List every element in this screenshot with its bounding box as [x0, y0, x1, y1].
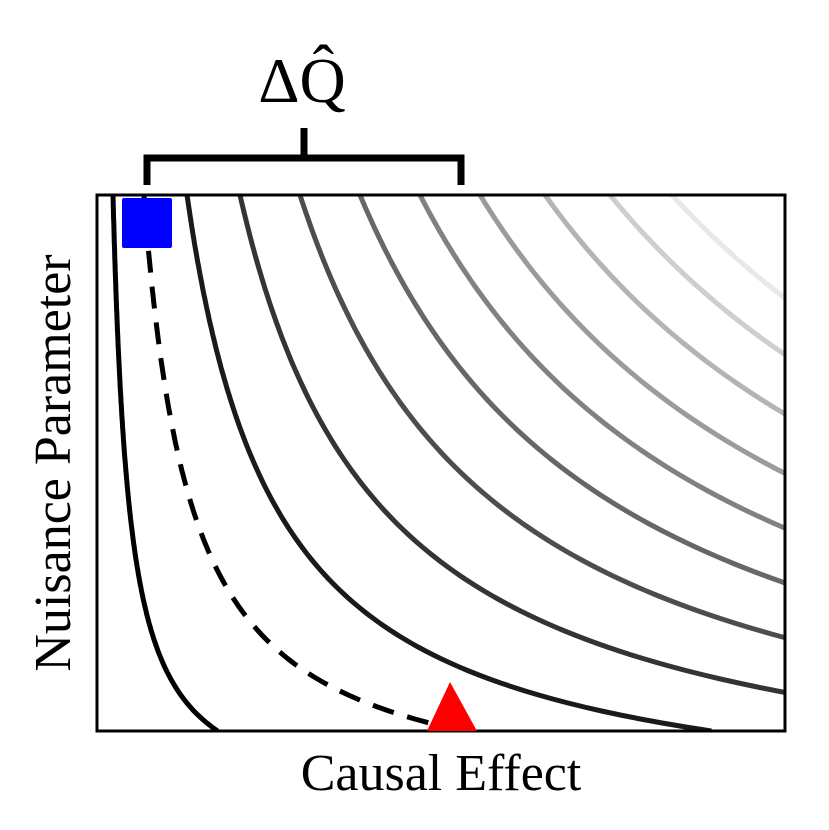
path-line — [141, 195, 464, 731]
contour-line — [237, 195, 785, 695]
start-marker — [122, 198, 172, 248]
contour-line — [417, 195, 785, 531]
bracket — [143, 128, 465, 185]
contour-line — [357, 195, 785, 586]
contour-line — [184, 195, 712, 731]
title: ΔQ̂ — [258, 44, 345, 116]
contour-line — [541, 195, 785, 417]
contour-line — [606, 195, 785, 358]
x-axis-label: Causal Effect — [301, 745, 582, 802]
y-axis-label: Nuisance Parameter — [25, 254, 82, 671]
end-marker — [427, 682, 477, 731]
contour-line — [110, 195, 220, 731]
contour-line — [477, 195, 785, 477]
contour-line — [668, 195, 785, 302]
